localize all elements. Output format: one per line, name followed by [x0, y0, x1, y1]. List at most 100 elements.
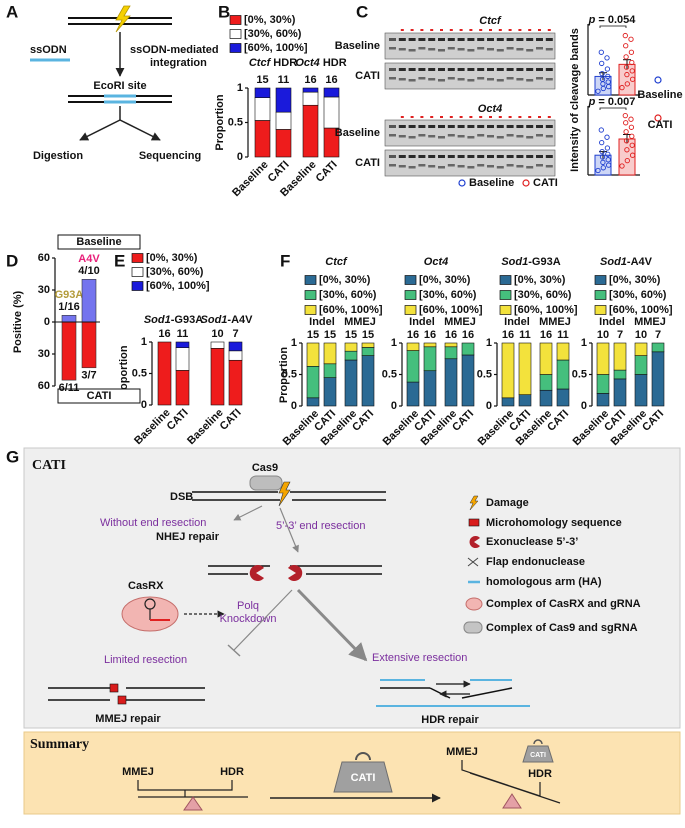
lane-marker — [440, 29, 443, 31]
y-tick-label: 30 — [38, 348, 50, 360]
y-tick-label: 0 — [581, 400, 587, 412]
gel-band — [496, 38, 504, 41]
lane-marker — [430, 116, 434, 118]
gel-band — [428, 125, 436, 128]
gel-band — [457, 125, 465, 128]
gel-title: Ctcf — [479, 15, 502, 27]
y-axis-label: Positive (%) — [12, 290, 24, 353]
legend-label: Complex of CasRX and gRNA — [486, 598, 641, 610]
y-tick-label: 0.5 — [572, 368, 587, 380]
bar-segment — [651, 342, 665, 353]
bar-segment — [539, 374, 553, 391]
gel-band — [496, 49, 504, 52]
label: Without end resection — [100, 517, 206, 529]
gel-band — [408, 79, 416, 82]
gel-band — [506, 47, 514, 50]
bar-segment — [596, 393, 610, 407]
significance-bracket — [599, 107, 627, 110]
bar — [61, 315, 77, 323]
gel-band — [516, 68, 524, 71]
gel-band — [447, 47, 455, 50]
bar-segment — [228, 350, 243, 361]
microhomology-icon — [109, 683, 119, 693]
legend-label: [60%, 100%] — [319, 304, 383, 316]
bar-segment — [302, 91, 319, 106]
lane-marker — [420, 29, 424, 31]
x-tick-label: CATI — [165, 407, 191, 433]
bar-segment — [634, 342, 648, 356]
microhomology-icon — [117, 695, 127, 705]
bar-segment — [228, 341, 243, 352]
gel-band — [545, 78, 553, 81]
label: Sequencing — [139, 150, 201, 162]
y-tick-label: 0.5 — [382, 368, 397, 380]
gel-band — [398, 165, 406, 168]
data-point — [605, 162, 612, 168]
data-point — [623, 120, 629, 126]
gel-band — [516, 155, 524, 158]
gel-band — [428, 165, 436, 168]
y-tick-label: 0 — [237, 151, 243, 163]
label: Polq — [237, 600, 259, 612]
gel-band — [398, 38, 406, 41]
gel-title: Oct4 — [478, 103, 502, 115]
gel-band — [389, 155, 396, 158]
bar-segment — [344, 350, 358, 361]
data-point — [622, 112, 628, 119]
gel-band — [389, 125, 396, 128]
gel-band — [467, 38, 475, 41]
n-label: 10 — [635, 329, 647, 341]
gel-band — [477, 134, 485, 137]
group-title: Ctcf HDR — [249, 57, 297, 69]
legend-marker — [522, 179, 530, 187]
gel-band — [438, 136, 445, 139]
x-tick-label: Baseline — [230, 159, 270, 199]
bar-segment — [423, 346, 437, 372]
gel-band — [398, 48, 406, 51]
y-tick-label: 0.5 — [132, 367, 147, 379]
gene: Oct4 — [295, 57, 319, 69]
gel-band — [389, 68, 396, 71]
subgroup-label: MMEJ — [539, 316, 571, 328]
box-title: CATI — [32, 458, 66, 473]
n-label: 11 — [177, 328, 189, 340]
lane-marker — [538, 116, 541, 118]
lane-marker — [410, 116, 414, 118]
lane-marker — [420, 116, 424, 118]
legend-label: Damage — [486, 497, 529, 509]
label: ssODN-mediated — [130, 44, 219, 56]
gel-band — [516, 78, 524, 81]
gel-band — [545, 38, 553, 41]
bar-segment — [210, 347, 225, 406]
gel-band — [516, 165, 524, 168]
lane-marker — [430, 29, 434, 31]
data-point — [629, 76, 636, 82]
data-point — [599, 76, 606, 82]
bar-segment — [302, 87, 319, 93]
data-point — [604, 66, 611, 72]
n-label: 15 — [362, 329, 374, 341]
gel-band — [536, 77, 543, 80]
data-point — [628, 49, 635, 55]
lane-marker — [547, 29, 551, 31]
y-axis-label: Intensity of cleavage bands — [569, 28, 581, 172]
bar-segment — [361, 342, 375, 348]
gel-band — [447, 77, 455, 80]
legend-label: [30%, 60%) — [609, 289, 667, 301]
bar-segment — [501, 342, 515, 399]
lane-marker — [449, 116, 453, 118]
bar-segment — [361, 355, 375, 407]
value-label: 6/11 — [59, 382, 80, 394]
legend-label: [0%, 30%) — [146, 252, 198, 264]
gel-band — [428, 155, 436, 158]
gel-band — [545, 125, 553, 128]
bar-segment — [175, 341, 190, 348]
legend-marker — [458, 179, 466, 187]
legend-label: [60%, 100%] — [609, 304, 673, 316]
data-point — [624, 81, 630, 87]
data-point — [622, 32, 628, 39]
label: DSB — [170, 491, 193, 503]
data-point — [624, 147, 630, 153]
gel-band — [467, 155, 475, 158]
y-tick-label: 30 — [38, 284, 50, 296]
